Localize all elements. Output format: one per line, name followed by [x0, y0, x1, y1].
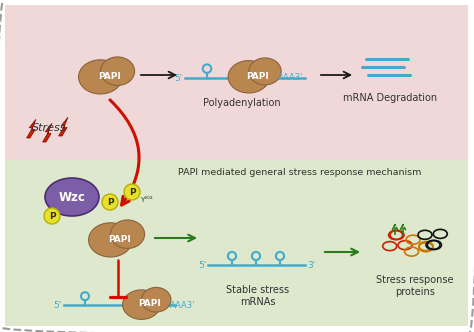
Polygon shape — [27, 119, 36, 138]
Text: PAPI: PAPI — [246, 71, 269, 80]
Ellipse shape — [123, 290, 160, 319]
Text: Y²⁰²: Y²⁰² — [140, 197, 153, 203]
Text: 5': 5' — [175, 73, 183, 82]
Text: Stress: Stress — [32, 123, 66, 133]
Ellipse shape — [141, 288, 171, 312]
Text: 5': 5' — [54, 300, 62, 309]
Ellipse shape — [79, 60, 122, 94]
Text: PAPI mediated general stress response mechanism: PAPI mediated general stress response me… — [178, 168, 422, 177]
Text: P: P — [128, 188, 135, 197]
Ellipse shape — [100, 57, 135, 85]
Text: 3': 3' — [307, 261, 315, 270]
Text: P: P — [49, 211, 55, 220]
FancyBboxPatch shape — [5, 160, 468, 326]
Polygon shape — [43, 123, 52, 142]
Circle shape — [44, 208, 60, 224]
Text: P: P — [107, 198, 113, 207]
Text: AAA3': AAA3' — [278, 72, 303, 81]
Text: PAPI: PAPI — [99, 71, 121, 80]
FancyBboxPatch shape — [5, 5, 468, 160]
Text: Polyadenylation: Polyadenylation — [203, 98, 281, 108]
Ellipse shape — [45, 178, 99, 216]
Ellipse shape — [249, 58, 281, 85]
Text: PAPI: PAPI — [138, 299, 161, 308]
Text: AAA3': AAA3' — [170, 300, 195, 309]
Circle shape — [124, 184, 140, 200]
Polygon shape — [59, 117, 68, 136]
Circle shape — [102, 194, 118, 210]
Ellipse shape — [89, 223, 132, 257]
Text: Wzc: Wzc — [59, 191, 85, 204]
Text: Stress response
proteins: Stress response proteins — [376, 275, 454, 296]
Ellipse shape — [110, 220, 145, 248]
Text: PAPI: PAPI — [109, 234, 131, 243]
Ellipse shape — [228, 61, 270, 93]
Text: mRNA Degradation: mRNA Degradation — [343, 93, 437, 103]
FancyArrowPatch shape — [110, 100, 139, 205]
Text: Stable stress
mRNAs: Stable stress mRNAs — [227, 285, 290, 306]
Text: 5': 5' — [199, 261, 207, 270]
